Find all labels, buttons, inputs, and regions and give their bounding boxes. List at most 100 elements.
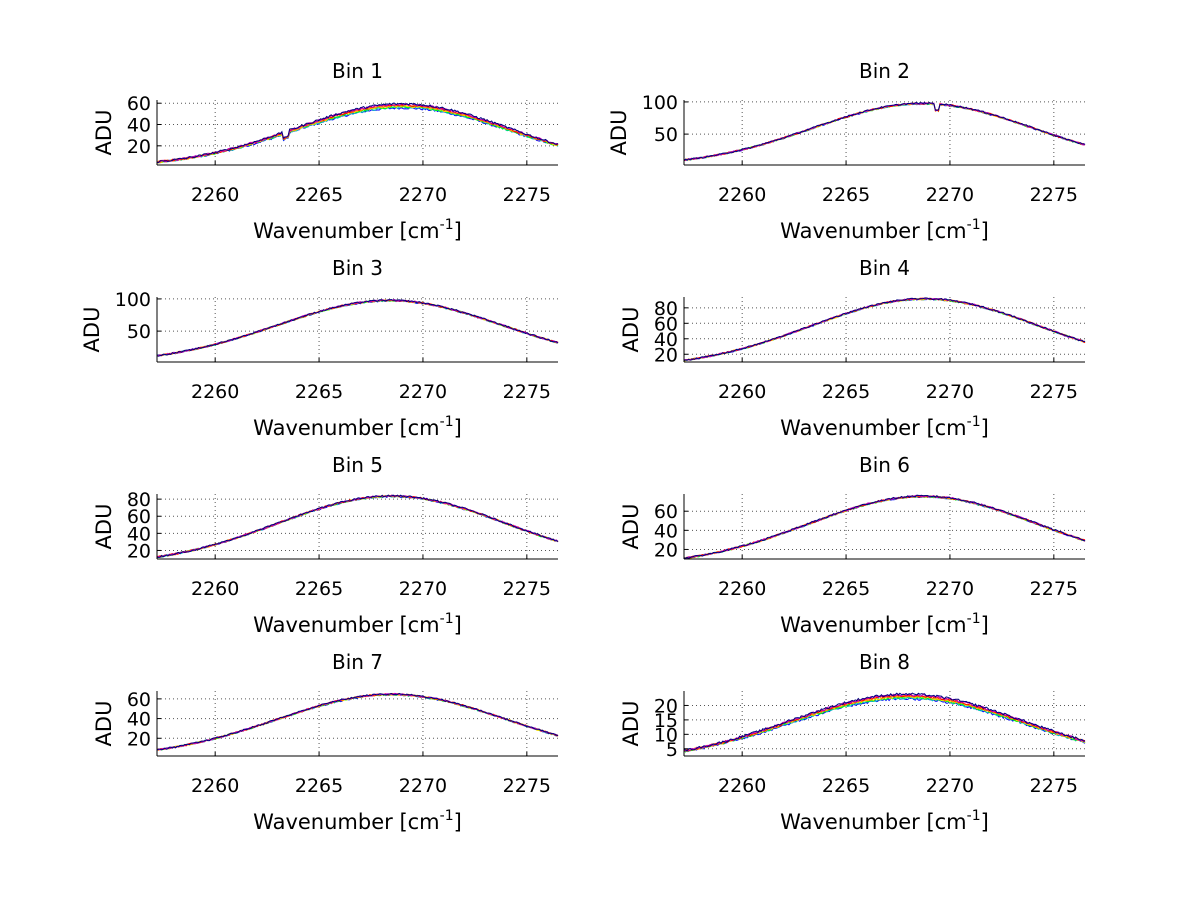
y-tick-label: 100: [115, 289, 151, 311]
x-tick-label: 2260: [191, 775, 239, 797]
series-line-8: [683, 692, 1086, 752]
x-tick-label: 2265: [822, 184, 870, 206]
subplot-bin-3: 2260 2265 2270 2275 50 100 Bin 3 Wavenumber [cm…: [80, 256, 559, 440]
x-tick-label: 2265: [822, 578, 870, 600]
y-tick-label: 15: [654, 710, 678, 732]
x-tick-label: 2270: [399, 578, 447, 600]
series-line-4: [156, 299, 559, 357]
series-line-7: [156, 692, 558, 751]
series-line-5: [156, 299, 559, 357]
x-tick-label: 2260: [191, 578, 239, 600]
y-tick-label: 40: [654, 329, 678, 351]
series-line-8: [156, 102, 559, 164]
y-tick-label: 20: [654, 695, 678, 717]
x-tick-label: 2265: [295, 578, 343, 600]
series-line-8: [683, 101, 1086, 162]
series-line-4: [683, 102, 1086, 162]
x-tick-label: 2270: [399, 381, 447, 403]
series-line-6: [156, 692, 559, 750]
y-tick-label: 40: [127, 523, 151, 545]
y-axis-label: ADU: [619, 504, 643, 550]
y-tick-label: 50: [127, 321, 151, 343]
series-line-1: [683, 102, 1086, 162]
subplot-title: Bin 1: [332, 59, 383, 83]
subplot-title: Bin 8: [859, 650, 910, 674]
y-tick-label: 40: [127, 115, 151, 137]
y-tick-label: 80: [127, 489, 151, 511]
subplot-bin-2: 2260 2265 2270 2275 50 100 Bin 2 Wavenumber [cm…: [607, 59, 1086, 243]
series-line-2: [683, 495, 1086, 559]
x-tick-label: 2275: [503, 775, 551, 797]
x-tick-label: 2260: [191, 184, 239, 206]
series-line-4: [156, 693, 559, 751]
y-tick-label: 5: [666, 739, 678, 761]
series-line-3: [683, 102, 1086, 161]
y-axis-label: ADU: [92, 701, 116, 747]
x-axis-label: Wavenumber [cm-1]: [780, 808, 989, 834]
subplot-title: Bin 7: [332, 650, 383, 674]
subplot-title: Bin 5: [332, 453, 383, 477]
x-tick-label: 2260: [718, 578, 766, 600]
subplot-title: Bin 4: [859, 256, 910, 280]
y-tick-label: 60: [654, 313, 678, 335]
series-line-1: [156, 106, 559, 163]
x-tick-label: 2275: [503, 578, 551, 600]
series-line-1: [156, 495, 559, 558]
series-line-4: [684, 695, 1086, 752]
series-line-1: [156, 693, 559, 751]
y-tick-label: 60: [127, 689, 151, 711]
y-tick-label: 20: [654, 344, 678, 366]
y-tick-label: 20: [127, 136, 151, 158]
y-tick-label: 40: [654, 520, 678, 542]
series-line-1: [156, 299, 559, 357]
x-axis-label: Wavenumber [cm-1]: [780, 611, 989, 637]
y-axis-label: ADU: [607, 110, 631, 156]
x-tick-label: 2275: [1030, 381, 1078, 403]
x-tick-label: 2260: [718, 775, 766, 797]
series-line-5: [683, 694, 1086, 752]
x-tick-label: 2265: [295, 184, 343, 206]
y-axis-label: ADU: [92, 504, 116, 550]
subplot-title: Bin 6: [859, 453, 910, 477]
series-line-4: [156, 104, 559, 164]
y-tick-label: 60: [127, 506, 151, 528]
y-tick-label: 20: [127, 540, 151, 562]
series-line-7: [156, 102, 559, 164]
x-axis-label: Wavenumber [cm-1]: [253, 808, 462, 834]
series-line-7: [683, 297, 1086, 361]
series-line-2: [156, 299, 559, 357]
y-tick-label: 10: [654, 724, 678, 746]
series-line-4: [156, 494, 559, 558]
subplot-title: Bin 2: [859, 59, 910, 83]
x-tick-label: 2260: [718, 381, 766, 403]
x-tick-label: 2275: [1030, 184, 1078, 206]
y-axis-label: ADU: [80, 307, 104, 353]
y-tick-label: 100: [642, 92, 678, 114]
x-tick-label: 2265: [295, 775, 343, 797]
x-tick-label: 2270: [926, 184, 974, 206]
series-line-3: [156, 299, 558, 357]
y-tick-label: 60: [127, 93, 151, 115]
series-line-6: [156, 494, 559, 557]
x-tick-label: 2265: [822, 775, 870, 797]
y-axis-label: ADU: [92, 110, 116, 156]
series-line-6: [156, 299, 559, 357]
x-tick-label: 2270: [399, 775, 447, 797]
y-tick-label: 80: [654, 298, 678, 320]
subplot-title: Bin 3: [332, 256, 383, 280]
series-line-8: [683, 297, 1086, 362]
series-line-5: [683, 102, 1086, 161]
x-axis-label: Wavenumber [cm-1]: [253, 611, 462, 637]
series-line-7: [683, 494, 1086, 559]
series-line-8: [156, 692, 559, 751]
x-tick-label: 2265: [295, 381, 343, 403]
x-tick-label: 2275: [503, 381, 551, 403]
x-tick-label: 2270: [399, 184, 447, 206]
y-tick-label: 20: [654, 539, 678, 561]
series-line-8: [156, 494, 559, 558]
